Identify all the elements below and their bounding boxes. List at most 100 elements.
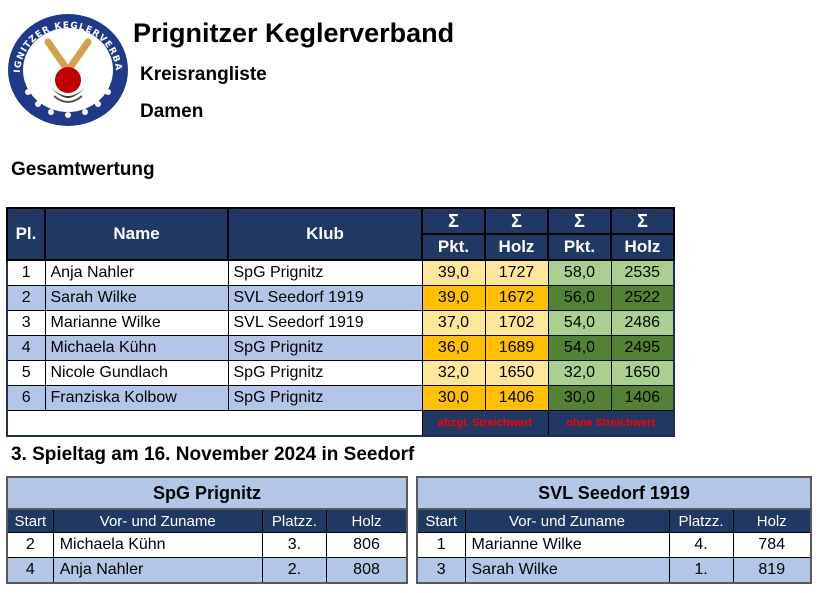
points-b-cell: 54,0 xyxy=(547,335,612,361)
club-cell: SVL Seedorf 1919 xyxy=(227,285,423,311)
points-a-cell: 30,0 xyxy=(421,385,486,411)
place-cell: 1. xyxy=(668,557,734,584)
name-cell: Michaela Kühn xyxy=(44,335,229,361)
place-cell: 4. xyxy=(668,532,734,558)
ranking-table: Pl. Name Klub Σ Σ Σ Σ Pkt. Holz Pkt. Hol… xyxy=(6,207,675,437)
col-header-start: Start xyxy=(416,508,466,533)
col-header-wood: Holz xyxy=(732,508,812,533)
points-b-cell: 32,0 xyxy=(547,360,612,386)
name-cell: Sarah Wilke xyxy=(464,557,670,584)
place-cell: 2. xyxy=(261,557,328,584)
club-cell: SVL Seedorf 1919 xyxy=(227,310,423,336)
blank-cell xyxy=(7,410,45,436)
col-header-start: Start xyxy=(6,508,54,533)
footer-label-without-deduction: ohne Streichwert xyxy=(547,410,675,437)
name-cell: Marianne Wilke xyxy=(464,532,670,558)
club-cell: SpG Prignitz xyxy=(227,360,423,386)
table-row: 4 Michaela Kühn SpG Prignitz 36,0 1689 5… xyxy=(6,335,675,361)
points-b-cell: 30,0 xyxy=(547,385,612,411)
name-cell: Michaela Kühn xyxy=(52,532,263,558)
col-header-sigma: Σ xyxy=(484,207,549,235)
col-header-name: Name xyxy=(44,207,229,261)
name-cell: Nicole Gundlach xyxy=(44,360,229,386)
table-row: 5 Nicole Gundlach SpG Prignitz 32,0 1650… xyxy=(6,360,675,386)
points-b-cell: 58,0 xyxy=(547,259,612,286)
start-cell: 4 xyxy=(6,557,54,584)
wood-a-cell: 1672 xyxy=(484,285,549,311)
table-row: 1 Anja Nahler SpG Prignitz 39,0 1727 58,… xyxy=(6,259,675,286)
place-cell: 3 xyxy=(6,310,46,336)
col-header-club: Klub xyxy=(227,207,423,261)
club-cell: SpG Prignitz xyxy=(227,335,423,361)
club-cell: SpG Prignitz xyxy=(227,259,423,286)
name-cell: Marianne Wilke xyxy=(44,310,229,336)
start-cell: 1 xyxy=(416,532,466,558)
table-row: 3 Sarah Wilke 1. 819 xyxy=(416,557,812,584)
points-a-cell: 39,0 xyxy=(421,285,486,311)
col-header-wood-a: Holz xyxy=(484,233,549,261)
wood-b-cell: 2535 xyxy=(610,259,675,286)
name-cell: Franziska Kolbow xyxy=(44,385,229,411)
wood-b-cell: 1650 xyxy=(610,360,675,386)
wood-b-cell: 1406 xyxy=(610,385,675,411)
name-cell: Anja Nahler xyxy=(52,557,263,584)
wood-b-cell: 2486 xyxy=(610,310,675,336)
wood-b-cell: 2522 xyxy=(610,285,675,311)
col-header-wood-b: Holz xyxy=(610,233,675,261)
points-a-cell: 39,0 xyxy=(421,259,486,286)
col-header-wood: Holz xyxy=(326,508,408,533)
wood-a-cell: 1406 xyxy=(484,385,549,411)
place-cell: 5 xyxy=(6,360,46,386)
points-b-cell: 54,0 xyxy=(547,310,612,336)
wood-a-cell: 1702 xyxy=(484,310,549,336)
points-a-cell: 32,0 xyxy=(421,360,486,386)
col-header-name: Vor- und Zuname xyxy=(464,508,670,533)
table-row: 1 Marianne Wilke 4. 784 xyxy=(416,532,812,558)
matchday-title: 3. Spieltag am 16. November 2024 in Seed… xyxy=(11,444,415,465)
club-cell: SpG Prignitz xyxy=(227,385,423,411)
place-cell: 6 xyxy=(6,385,46,411)
team-table-spg-prignitz: SpG Prignitz Start Vor- und Zuname Platz… xyxy=(6,476,408,584)
wood-a-cell: 1650 xyxy=(484,360,549,386)
wood-a-cell: 1727 xyxy=(484,259,549,286)
points-a-cell: 36,0 xyxy=(421,335,486,361)
name-cell: Sarah Wilke xyxy=(44,285,229,311)
wood-cell: 808 xyxy=(326,557,408,584)
col-header-name: Vor- und Zuname xyxy=(52,508,263,533)
wood-a-cell: 1689 xyxy=(484,335,549,361)
team-name: SVL Seedorf 1919 xyxy=(416,476,812,510)
blank-cell xyxy=(228,410,422,436)
start-cell: 2 xyxy=(6,532,54,558)
col-header-points-a: Pkt. xyxy=(421,233,486,261)
blank-cell xyxy=(45,410,228,436)
wood-cell: 806 xyxy=(326,532,408,558)
page-title: Prignitzer Keglerverband xyxy=(133,18,455,48)
col-header-sigma: Σ xyxy=(547,207,612,235)
table-row: 6 Franziska Kolbow SpG Prignitz 30,0 140… xyxy=(6,385,675,411)
table-row: 2 Sarah Wilke SVL Seedorf 1919 39,0 1672… xyxy=(6,285,675,311)
wood-b-cell: 2495 xyxy=(610,335,675,361)
name-cell: Anja Nahler xyxy=(44,259,229,286)
col-header-points-b: Pkt. xyxy=(547,233,612,261)
page-subtitle: Kreisrangliste xyxy=(140,64,267,85)
start-cell: 3 xyxy=(416,557,466,584)
wood-cell: 819 xyxy=(732,557,812,584)
category-label: Damen xyxy=(140,101,204,122)
wood-cell: 784 xyxy=(732,532,812,558)
place-cell: 2 xyxy=(6,285,46,311)
col-header-place: Platzz. xyxy=(261,508,328,533)
points-b-cell: 56,0 xyxy=(547,285,612,311)
points-a-cell: 37,0 xyxy=(421,310,486,336)
team-table-svl-seedorf: SVL Seedorf 1919 Start Vor- und Zuname P… xyxy=(416,476,812,584)
ranking-section-title: Gesamtwertung xyxy=(11,159,155,180)
association-logo: PRIGNITZER KEGLERVERBAND xyxy=(2,5,130,128)
col-header-place: Platzz. xyxy=(668,508,734,533)
team-name: SpG Prignitz xyxy=(6,476,408,510)
place-cell: 1 xyxy=(6,259,46,286)
table-row: 4 Anja Nahler 2. 808 xyxy=(6,557,408,584)
col-header-sigma: Σ xyxy=(610,207,675,235)
table-row: 2 Michaela Kühn 3. 806 xyxy=(6,532,408,558)
col-header-place: Pl. xyxy=(6,207,46,261)
footer-label-with-deduction: abzgl. Streichwert xyxy=(421,410,549,437)
place-cell: 3. xyxy=(261,532,328,558)
